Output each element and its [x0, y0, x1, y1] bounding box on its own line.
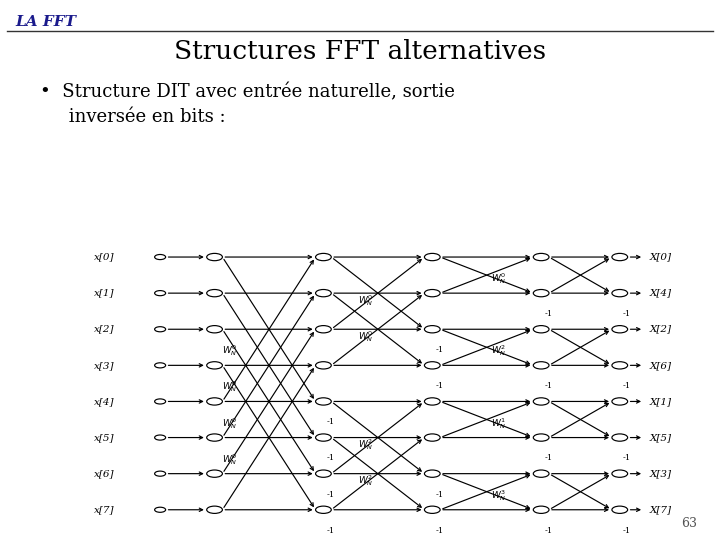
Circle shape	[424, 326, 440, 333]
Text: x[0]: x[0]	[94, 253, 114, 261]
Text: -1: -1	[623, 454, 631, 462]
Circle shape	[155, 435, 166, 440]
Circle shape	[424, 470, 440, 477]
Circle shape	[207, 289, 222, 297]
Circle shape	[424, 289, 440, 297]
Circle shape	[207, 470, 222, 477]
Text: -1: -1	[327, 526, 335, 535]
Text: x[4]: x[4]	[94, 397, 114, 406]
Text: X[2]: X[2]	[650, 325, 672, 334]
Text: X[4]: X[4]	[650, 289, 672, 298]
Text: X[5]: X[5]	[650, 433, 672, 442]
Circle shape	[534, 470, 549, 477]
Text: $W_N^{0}$: $W_N^{0}$	[222, 343, 238, 359]
Circle shape	[155, 399, 166, 404]
Text: -1: -1	[436, 490, 444, 498]
Text: X[3]: X[3]	[650, 469, 672, 478]
Circle shape	[424, 506, 440, 514]
Text: X[1]: X[1]	[650, 397, 672, 406]
Text: x[1]: x[1]	[94, 289, 114, 298]
Text: x[7]: x[7]	[94, 505, 114, 514]
Text: -1: -1	[623, 382, 631, 390]
Circle shape	[155, 471, 166, 476]
Text: $W_N^{2}$: $W_N^{2}$	[491, 343, 507, 359]
Circle shape	[155, 363, 166, 368]
Text: -1: -1	[327, 490, 335, 498]
Circle shape	[315, 326, 331, 333]
Text: $W_N^{2}$: $W_N^{2}$	[358, 437, 374, 452]
Circle shape	[534, 253, 549, 261]
Text: -1: -1	[623, 526, 631, 535]
Text: $W_N^{0}$: $W_N^{0}$	[222, 380, 238, 395]
Text: -1: -1	[436, 346, 444, 354]
Circle shape	[315, 253, 331, 261]
Circle shape	[155, 254, 166, 260]
Circle shape	[155, 291, 166, 296]
Circle shape	[315, 398, 331, 405]
Circle shape	[534, 434, 549, 441]
Text: x[5]: x[5]	[94, 433, 114, 442]
Text: X[0]: X[0]	[650, 253, 672, 261]
Text: -1: -1	[544, 454, 552, 462]
Circle shape	[612, 253, 628, 261]
Text: inversée en bits :: inversée en bits :	[40, 108, 225, 126]
Circle shape	[534, 289, 549, 297]
Circle shape	[207, 506, 222, 514]
Circle shape	[612, 506, 628, 514]
Text: -1: -1	[436, 382, 444, 390]
Text: 63: 63	[681, 517, 697, 530]
Text: -1: -1	[623, 310, 631, 318]
Text: •  Structure DIT avec entrée naturelle, sortie: • Structure DIT avec entrée naturelle, s…	[40, 84, 454, 102]
Text: -1: -1	[544, 382, 552, 390]
Circle shape	[612, 362, 628, 369]
Circle shape	[534, 326, 549, 333]
Text: $W_N^{0}$: $W_N^{0}$	[491, 271, 507, 286]
Text: $W_N^{0}$: $W_N^{0}$	[358, 329, 374, 344]
Circle shape	[207, 253, 222, 261]
Text: $W_N^{0}$: $W_N^{0}$	[358, 293, 374, 308]
Circle shape	[534, 362, 549, 369]
Circle shape	[207, 434, 222, 441]
Text: -1: -1	[327, 454, 335, 462]
Circle shape	[155, 327, 166, 332]
Circle shape	[534, 398, 549, 405]
Circle shape	[315, 434, 331, 441]
Circle shape	[612, 434, 628, 441]
Circle shape	[315, 506, 331, 514]
Circle shape	[155, 507, 166, 512]
Text: x[3]: x[3]	[94, 361, 114, 370]
Circle shape	[612, 326, 628, 333]
Circle shape	[424, 253, 440, 261]
Circle shape	[612, 398, 628, 405]
Text: X[7]: X[7]	[650, 505, 672, 514]
Text: x[2]: x[2]	[94, 325, 114, 334]
Text: -1: -1	[327, 418, 335, 426]
Text: -1: -1	[436, 526, 444, 535]
Circle shape	[424, 434, 440, 441]
Circle shape	[315, 362, 331, 369]
Text: $W_N^{1}$: $W_N^{1}$	[491, 416, 507, 430]
Text: X[6]: X[6]	[650, 361, 672, 370]
Circle shape	[207, 326, 222, 333]
Circle shape	[315, 289, 331, 297]
Text: $W_N^{3}$: $W_N^{3}$	[491, 488, 507, 503]
Circle shape	[207, 362, 222, 369]
Text: x[6]: x[6]	[94, 469, 114, 478]
Circle shape	[612, 289, 628, 297]
Circle shape	[424, 362, 440, 369]
Text: -1: -1	[544, 310, 552, 318]
Text: LA FFT: LA FFT	[16, 15, 77, 29]
Circle shape	[612, 470, 628, 477]
Text: $W_N^{2}$: $W_N^{2}$	[358, 474, 374, 488]
Text: -1: -1	[544, 526, 552, 535]
Circle shape	[207, 398, 222, 405]
Text: $W_N^{0}$: $W_N^{0}$	[222, 416, 238, 430]
Text: $W_N^{0}$: $W_N^{0}$	[222, 452, 238, 467]
Circle shape	[424, 398, 440, 405]
Text: Structures FFT alternatives: Structures FFT alternatives	[174, 39, 546, 64]
Circle shape	[315, 470, 331, 477]
Circle shape	[534, 506, 549, 514]
